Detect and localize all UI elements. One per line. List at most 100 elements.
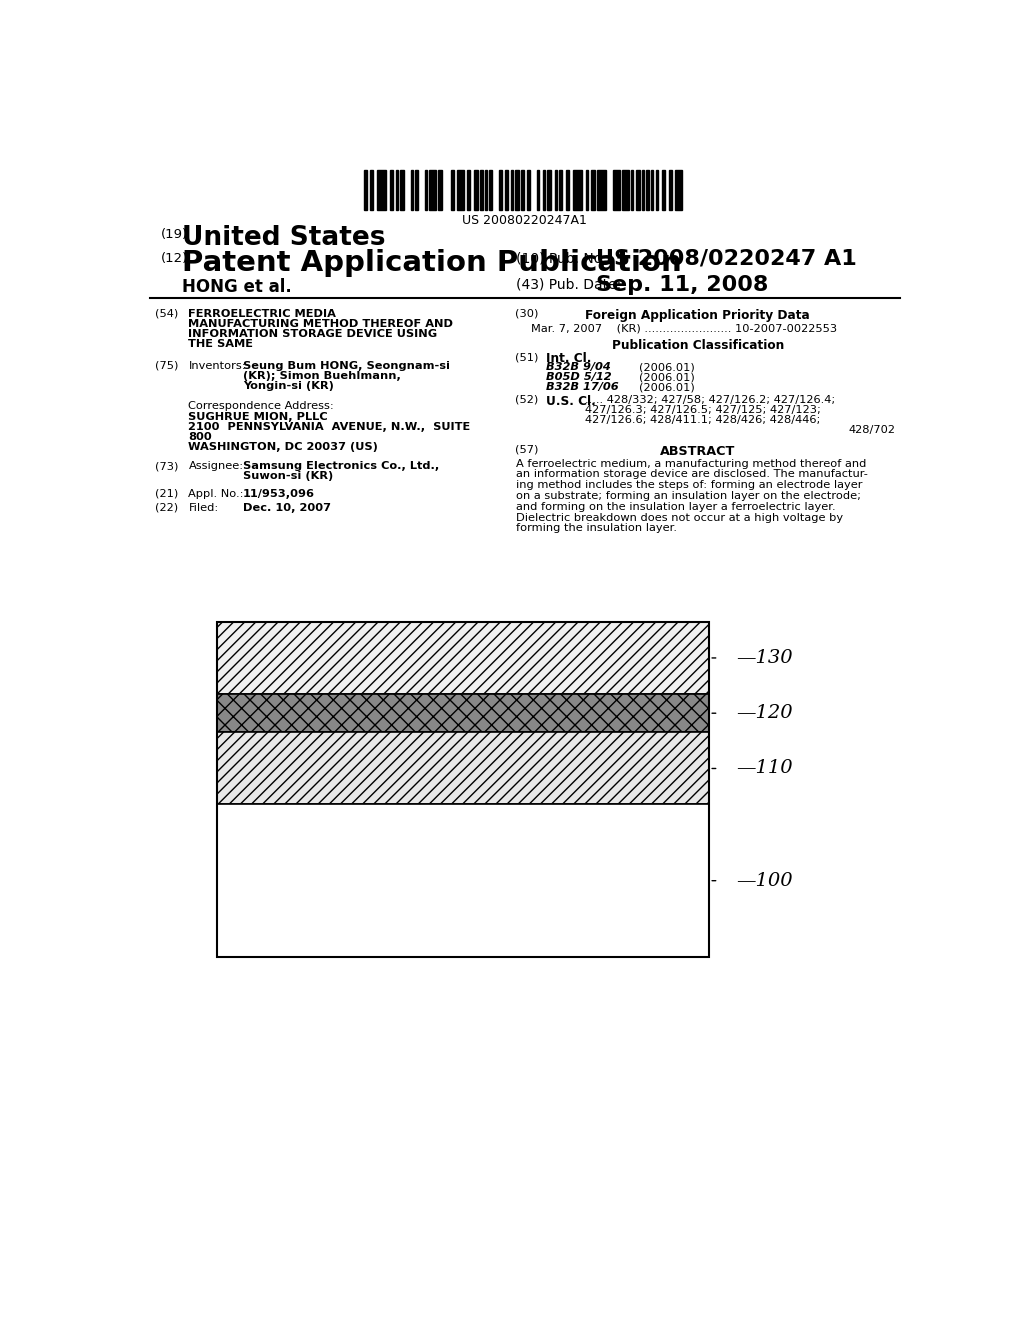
Bar <box>651 170 653 210</box>
Bar <box>591 170 595 210</box>
Bar <box>622 170 629 210</box>
Text: (21): (21) <box>155 488 178 499</box>
Bar <box>597 170 606 210</box>
Text: Dielectric breakdown does not occur at a high voltage by: Dielectric breakdown does not occur at a… <box>515 512 843 523</box>
Text: (52): (52) <box>515 395 539 405</box>
Text: (30): (30) <box>515 309 539 318</box>
Text: an information storage device are disclosed. The manufactur-: an information storage device are disclo… <box>515 470 867 479</box>
Bar <box>515 170 519 210</box>
Bar <box>537 170 539 210</box>
Bar <box>655 170 657 210</box>
Text: MANUFACTURING METHOD THEREOF AND: MANUFACTURING METHOD THEREOF AND <box>188 318 454 329</box>
Bar <box>395 170 398 210</box>
Text: (19): (19) <box>161 227 187 240</box>
Text: (2006.01): (2006.01) <box>640 383 695 392</box>
Text: WASHINGTON, DC 20037 (US): WASHINGTON, DC 20037 (US) <box>188 442 378 451</box>
Bar <box>646 170 648 210</box>
Bar <box>586 170 589 210</box>
Text: B32B 9/04: B32B 9/04 <box>547 363 611 372</box>
Text: (51): (51) <box>515 352 539 363</box>
Text: (12): (12) <box>161 252 187 265</box>
Bar <box>458 170 464 210</box>
Bar <box>425 170 427 210</box>
Bar <box>217 694 710 733</box>
Text: (75): (75) <box>155 360 178 371</box>
Text: ..... 428/332; 427/58; 427/126.2; 427/126.4;: ..... 428/332; 427/58; 427/126.2; 427/12… <box>586 395 836 405</box>
Text: INFORMATION STORAGE DEVICE USING: INFORMATION STORAGE DEVICE USING <box>188 329 437 338</box>
Bar <box>389 170 393 210</box>
Text: Inventors:: Inventors: <box>188 360 246 371</box>
Text: A ferroelectric medium, a manufacturing method thereof and: A ferroelectric medium, a manufacturing … <box>515 459 866 469</box>
Bar <box>670 170 672 210</box>
Text: —110: —110 <box>736 759 793 777</box>
Text: 11/953,096: 11/953,096 <box>243 488 314 499</box>
Text: US 20080220247A1: US 20080220247A1 <box>463 214 587 227</box>
Bar <box>559 170 562 210</box>
Bar <box>499 170 503 210</box>
Text: (22): (22) <box>155 503 178 512</box>
Bar <box>662 170 666 210</box>
Text: Yongin-si (KR): Yongin-si (KR) <box>243 381 334 391</box>
Bar <box>452 170 454 210</box>
Text: 800: 800 <box>188 432 212 442</box>
Bar <box>521 170 523 210</box>
Bar <box>480 170 482 210</box>
Text: Int. Cl.: Int. Cl. <box>547 352 592 366</box>
Bar <box>438 170 442 210</box>
Text: Samsung Electronics Co., Ltd.,: Samsung Electronics Co., Ltd., <box>243 461 439 471</box>
Bar <box>505 170 509 210</box>
Text: B05D 5/12: B05D 5/12 <box>547 372 612 383</box>
Bar <box>484 170 487 210</box>
Text: Filed:: Filed: <box>188 503 219 512</box>
Text: (KR); Simon Buehlmann,: (KR); Simon Buehlmann, <box>243 371 400 381</box>
Text: 427/126.6; 428/411.1; 428/426; 428/446;: 427/126.6; 428/411.1; 428/426; 428/446; <box>586 414 820 425</box>
Text: 428/702: 428/702 <box>848 425 895 434</box>
Text: U.S. Cl.: U.S. Cl. <box>547 395 596 408</box>
Bar <box>371 170 373 210</box>
Bar <box>676 170 682 210</box>
Bar <box>365 170 367 210</box>
Text: THE SAME: THE SAME <box>188 339 254 348</box>
Bar <box>377 170 386 210</box>
Text: (2006.01): (2006.01) <box>640 363 695 372</box>
Text: SUGHRUE MION, PLLC: SUGHRUE MION, PLLC <box>188 412 328 421</box>
Text: FERROELECTRIC MEDIA: FERROELECTRIC MEDIA <box>188 309 336 318</box>
Bar <box>543 170 545 210</box>
Bar <box>573 170 583 210</box>
Text: and forming on the insulation layer a ferroelectric layer.: and forming on the insulation layer a fe… <box>515 502 836 512</box>
Bar <box>547 170 551 210</box>
Text: (43) Pub. Date:: (43) Pub. Date: <box>515 277 621 292</box>
Text: US 2008/0220247 A1: US 2008/0220247 A1 <box>596 248 857 268</box>
Text: Patent Application Publication: Patent Application Publication <box>182 249 682 277</box>
Bar <box>527 170 529 210</box>
Text: (57): (57) <box>515 445 539 455</box>
Bar <box>636 170 640 210</box>
Bar <box>217 622 710 694</box>
Text: (73): (73) <box>155 461 178 471</box>
Text: on a substrate; forming an insulation layer on the electrode;: on a substrate; forming an insulation la… <box>515 491 860 502</box>
Text: Seung Bum HONG, Seongnam-si: Seung Bum HONG, Seongnam-si <box>243 360 450 371</box>
Bar <box>511 170 513 210</box>
Bar <box>217 804 710 957</box>
Bar <box>400 170 404 210</box>
Text: B32B 17/06: B32B 17/06 <box>547 383 620 392</box>
Text: —130: —130 <box>736 649 793 667</box>
Bar <box>217 622 710 957</box>
Bar <box>411 170 413 210</box>
Bar <box>429 170 436 210</box>
Text: ABSTRACT: ABSTRACT <box>659 445 735 458</box>
Text: Assignee:: Assignee: <box>188 461 244 471</box>
Text: Foreign Application Priority Data: Foreign Application Priority Data <box>586 309 810 322</box>
Text: —120: —120 <box>736 704 793 722</box>
Text: 2100  PENNSYLVANIA  AVENUE, N.W.,  SUITE: 2100 PENNSYLVANIA AVENUE, N.W., SUITE <box>188 422 471 432</box>
Bar <box>416 170 418 210</box>
Text: Sep. 11, 2008: Sep. 11, 2008 <box>596 275 768 294</box>
Bar <box>489 170 492 210</box>
Bar <box>474 170 478 210</box>
Text: —100: —100 <box>736 871 793 890</box>
Text: Correspondence Address:: Correspondence Address: <box>188 401 334 411</box>
Text: HONG et al.: HONG et al. <box>182 277 292 296</box>
Text: Suwon-si (KR): Suwon-si (KR) <box>243 471 333 480</box>
Text: (10) Pub. No.:: (10) Pub. No.: <box>515 252 610 265</box>
Text: Dec. 10, 2007: Dec. 10, 2007 <box>243 503 331 512</box>
